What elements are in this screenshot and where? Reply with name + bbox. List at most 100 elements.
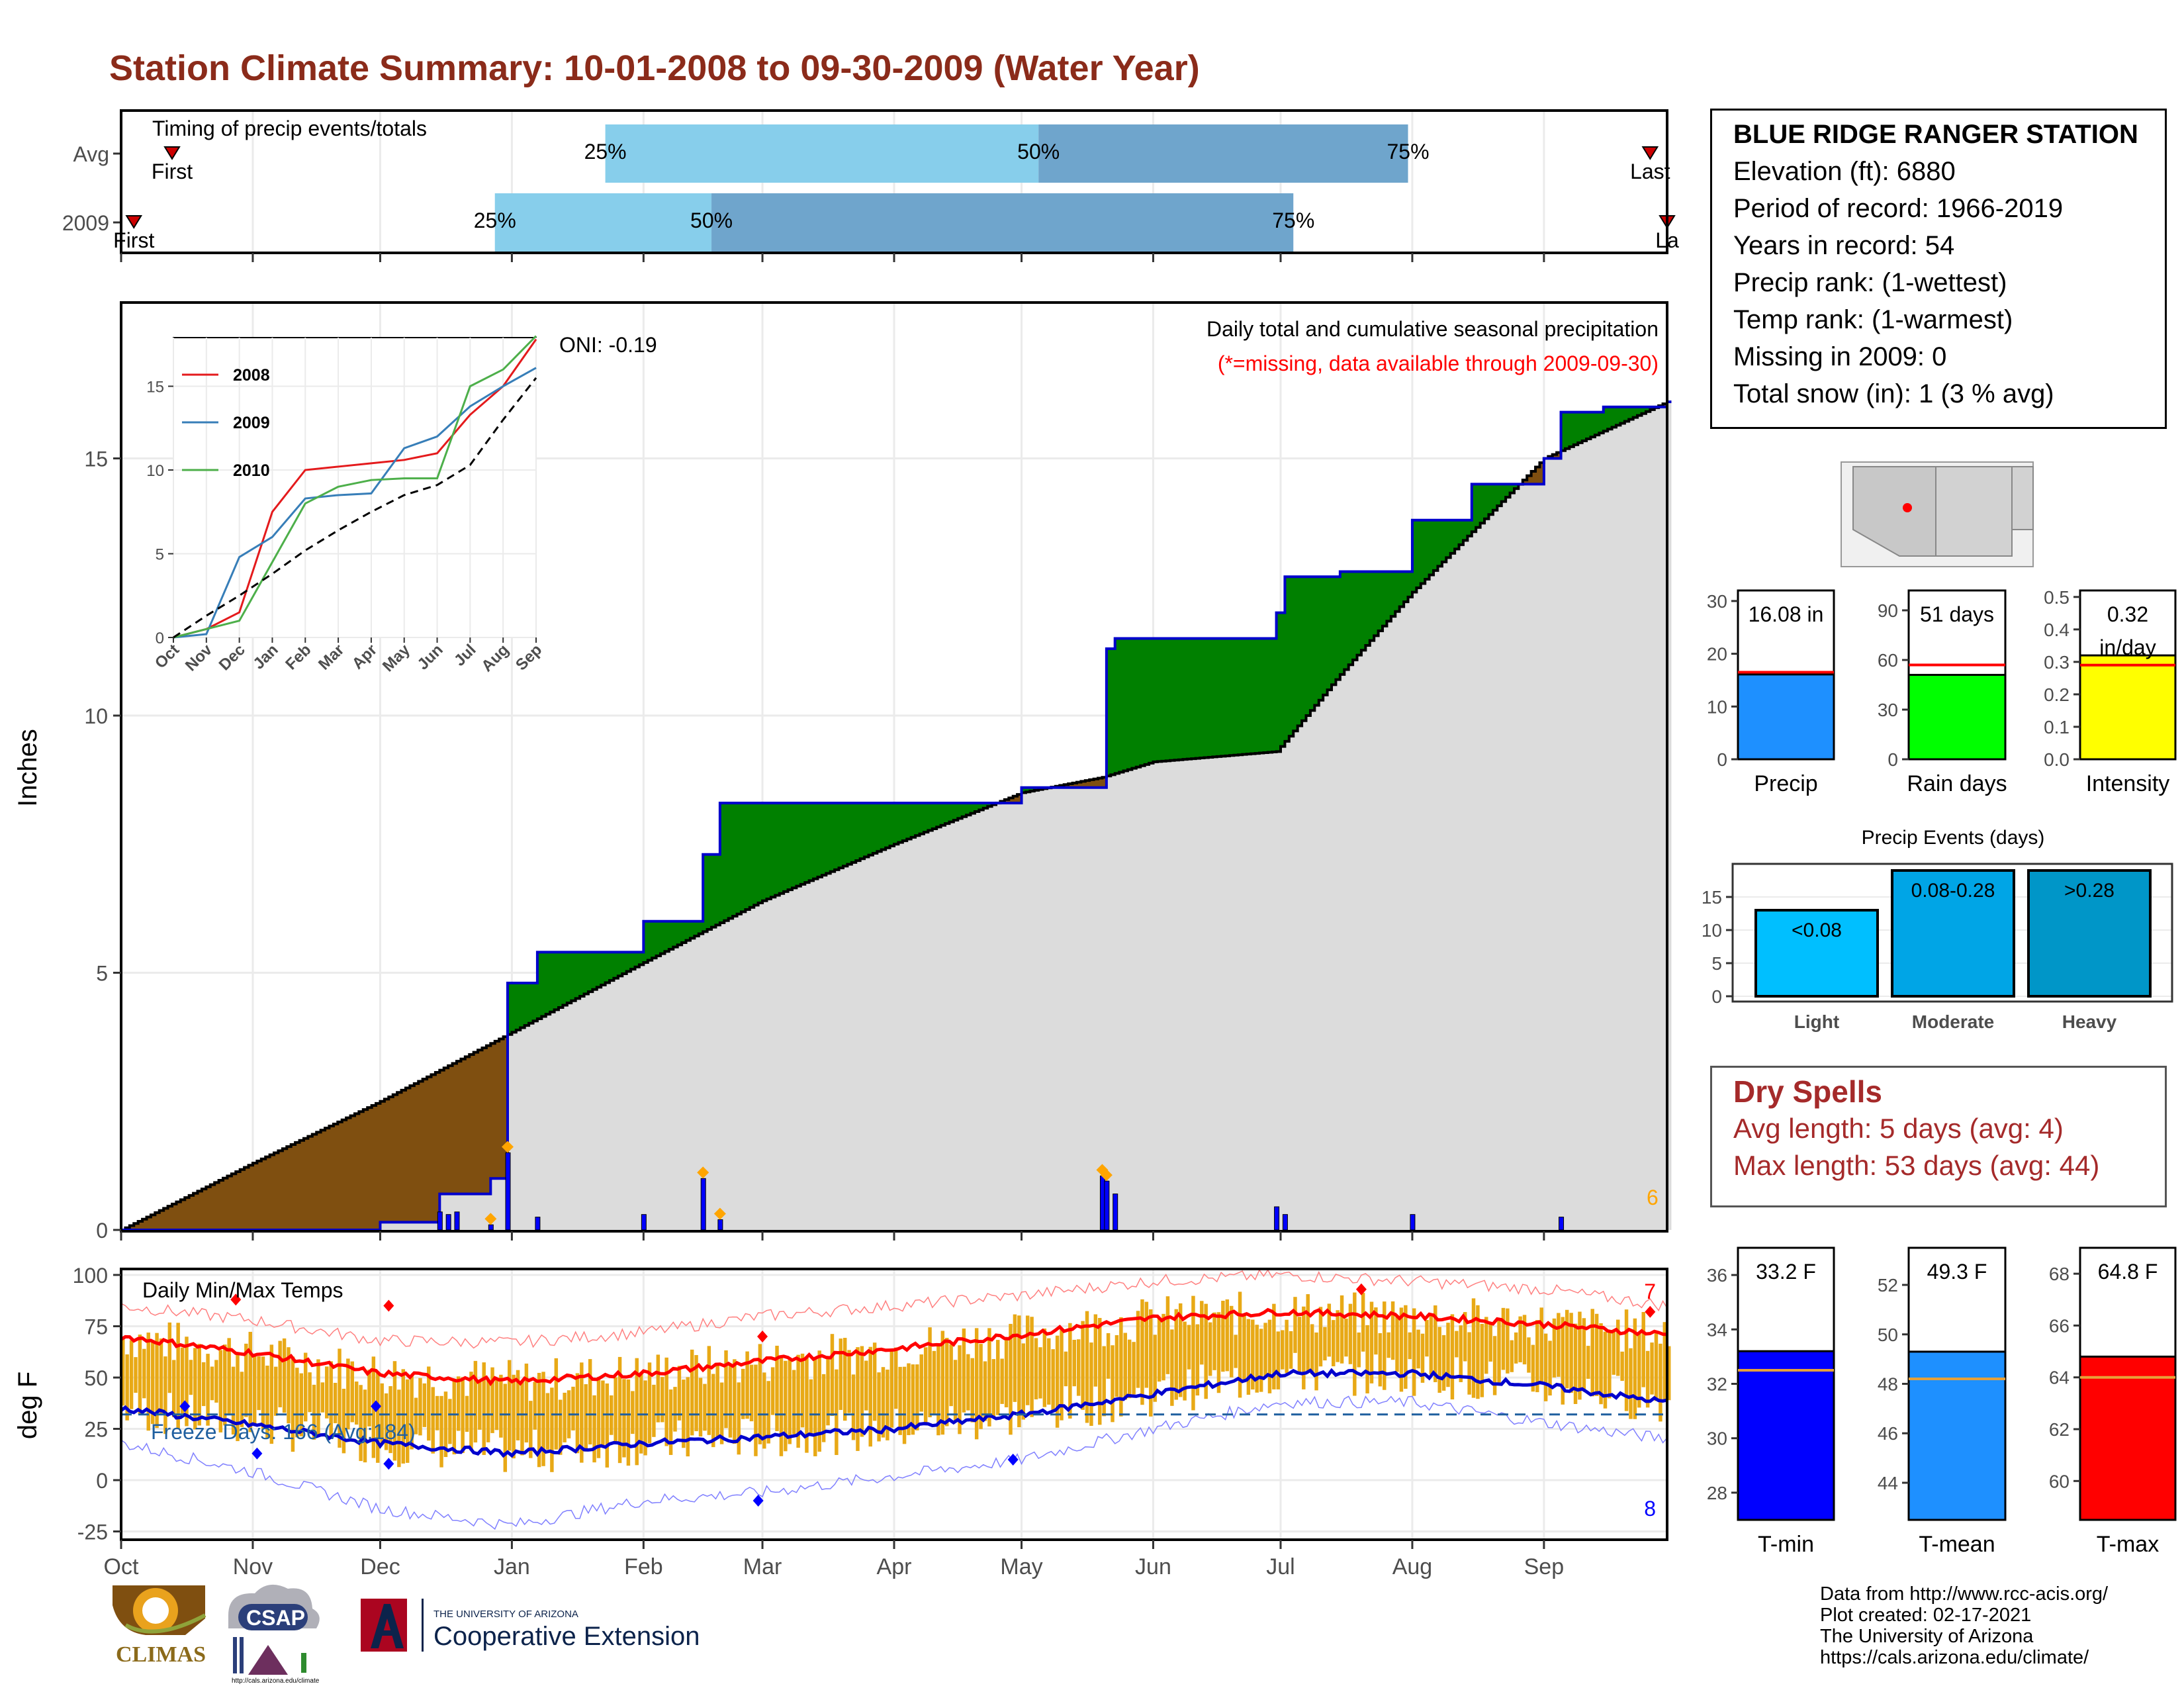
daily-temp-bar bbox=[1459, 1325, 1463, 1382]
daily-temp-bar bbox=[1633, 1318, 1637, 1419]
daily-temp-bar bbox=[1662, 1322, 1667, 1402]
daily-temp-bar bbox=[1594, 1313, 1599, 1396]
tmean-mini-ytick-label: 52 bbox=[1878, 1275, 1898, 1295]
daily-temp-bar bbox=[1552, 1318, 1557, 1378]
inset-legend-label: 2009 bbox=[233, 414, 270, 432]
record-high-marker bbox=[1645, 1305, 1656, 1318]
intensity-mini-value-label: 0.32 bbox=[2107, 602, 2148, 626]
daily-temp-bar bbox=[1586, 1346, 1590, 1379]
daily-temp-bar bbox=[1119, 1317, 1123, 1417]
station-snow: Total snow (in): 1 (3 % avg) bbox=[1733, 379, 2054, 408]
daily-temp-bar bbox=[550, 1387, 554, 1472]
events-bar-light bbox=[1754, 909, 1879, 998]
tmax-mini-ytick-label: 60 bbox=[2049, 1471, 2070, 1491]
daily-temp-bar bbox=[180, 1347, 185, 1414]
timing-bar-q1-q2 bbox=[605, 124, 1039, 183]
month-label: Sep bbox=[1524, 1554, 1565, 1579]
intensity-mini-bar bbox=[2079, 654, 2177, 761]
daily-temp-bar bbox=[898, 1366, 902, 1435]
daily-temp-bar bbox=[868, 1346, 872, 1447]
daily-temp-bar bbox=[529, 1401, 533, 1458]
daily-temp-bar bbox=[1518, 1316, 1522, 1362]
inset-line-2008 bbox=[173, 338, 537, 639]
daily-temp-bar bbox=[1420, 1333, 1425, 1383]
daily-temp-bar bbox=[1127, 1339, 1132, 1399]
month-label: May bbox=[1000, 1554, 1042, 1579]
daily-temp-bar bbox=[1072, 1339, 1076, 1387]
daily-temp-bar bbox=[758, 1344, 762, 1444]
daily-temp-bar bbox=[524, 1363, 529, 1443]
intensity-mini-ytick-label: 0.2 bbox=[2044, 684, 2070, 705]
daily-temp-bar bbox=[711, 1374, 715, 1448]
daily-temp-bar bbox=[1510, 1340, 1514, 1372]
daily-temp-bar bbox=[945, 1338, 949, 1427]
daily-precip-bar bbox=[454, 1211, 460, 1231]
daily-temp-bar bbox=[176, 1323, 180, 1430]
daily-temp-bar bbox=[325, 1366, 329, 1419]
timing-first-marker bbox=[125, 215, 143, 229]
daily-temp-bar bbox=[842, 1338, 847, 1421]
daily-temp-bar bbox=[719, 1382, 724, 1444]
record-min-line bbox=[120, 1395, 1668, 1530]
timing-bar-q1-q2 bbox=[494, 193, 712, 252]
daily-temp-bar bbox=[737, 1382, 741, 1455]
daily-temp-bar bbox=[1255, 1325, 1259, 1393]
daily-temp-bar bbox=[1021, 1343, 1025, 1420]
daily-temp-bar bbox=[1471, 1298, 1476, 1398]
daily-temp-bar bbox=[1111, 1345, 1115, 1423]
raindays-mini-ytick-label: 60 bbox=[1878, 650, 1898, 671]
station-precip-rank: Precip rank: (1-wettest) bbox=[1733, 268, 2007, 297]
daily-temp-bar bbox=[987, 1328, 991, 1427]
daily-temp-bar bbox=[1017, 1315, 1021, 1428]
precip-mini-label: Precip bbox=[1754, 771, 1817, 796]
tmax-mini-ytick-label: 62 bbox=[2049, 1419, 2070, 1440]
daily-temp-bar bbox=[185, 1336, 189, 1427]
daily-temp-bar bbox=[150, 1340, 155, 1425]
tmean-mini-value-label: 49.3 F bbox=[1927, 1260, 1987, 1284]
daily-temp-bar bbox=[520, 1381, 524, 1456]
daily-temp-bar bbox=[1216, 1312, 1221, 1393]
daily-temp-bar bbox=[1068, 1323, 1072, 1419]
daily-temp-bar bbox=[1561, 1317, 1565, 1405]
daily-temp-bar bbox=[533, 1382, 537, 1430]
daily-temp-bar bbox=[872, 1342, 877, 1421]
daily-temp-bar bbox=[1650, 1342, 1654, 1395]
daily-temp-bar bbox=[257, 1356, 261, 1411]
daily-temp-bar bbox=[889, 1349, 894, 1428]
csap-url: http://cals.arizona.edu/climate bbox=[232, 1677, 320, 1685]
tmean-mini-ytick-label: 48 bbox=[1878, 1374, 1898, 1395]
daily-temp-bar bbox=[559, 1399, 563, 1455]
daily-temp-bar bbox=[452, 1380, 457, 1455]
daily-temp-bar bbox=[1285, 1319, 1289, 1374]
timing-label-25: 25% bbox=[584, 140, 627, 164]
locator-map bbox=[1841, 461, 2034, 567]
timing-label-50: 50% bbox=[1017, 140, 1060, 164]
observed-cumulative-line bbox=[121, 400, 1672, 1231]
daily-temp-bar bbox=[770, 1367, 775, 1415]
daily-temp-bar bbox=[1522, 1315, 1527, 1365]
month-label: Oct bbox=[104, 1554, 139, 1579]
daily-precip-bar bbox=[1410, 1214, 1416, 1231]
raindays-mini-ytick-label: 30 bbox=[1878, 700, 1898, 720]
daily-temp-bar bbox=[940, 1331, 945, 1435]
daily-temp-bar bbox=[541, 1372, 545, 1466]
daily-temp-bar bbox=[142, 1348, 146, 1399]
intensity-mini-ytick-label: 0.4 bbox=[2044, 620, 2070, 640]
daily-temp-bar bbox=[1497, 1321, 1501, 1385]
daily-temp-bar bbox=[1318, 1307, 1323, 1367]
daily-temp-bar bbox=[338, 1348, 341, 1448]
daily-temp-bar bbox=[839, 1338, 843, 1410]
daily-temp-bar bbox=[397, 1389, 401, 1468]
daily-temp-bar bbox=[1098, 1317, 1102, 1425]
daily-temp-bar bbox=[1620, 1351, 1624, 1382]
daily-temp-bar bbox=[741, 1368, 745, 1419]
daily-temp-bar bbox=[1353, 1292, 1357, 1396]
daily-temp-bar bbox=[494, 1378, 499, 1430]
daily-temp-bar bbox=[287, 1347, 291, 1424]
daily-temp-bar bbox=[486, 1380, 490, 1442]
daily-temp-bar bbox=[167, 1322, 172, 1393]
daily-temp-bar bbox=[614, 1377, 617, 1444]
daily-temp-bar bbox=[1042, 1328, 1047, 1407]
raindays-mini: 0 30 60 90 51 days Rain days bbox=[1878, 589, 2007, 796]
daily-temp-bar bbox=[418, 1378, 422, 1436]
